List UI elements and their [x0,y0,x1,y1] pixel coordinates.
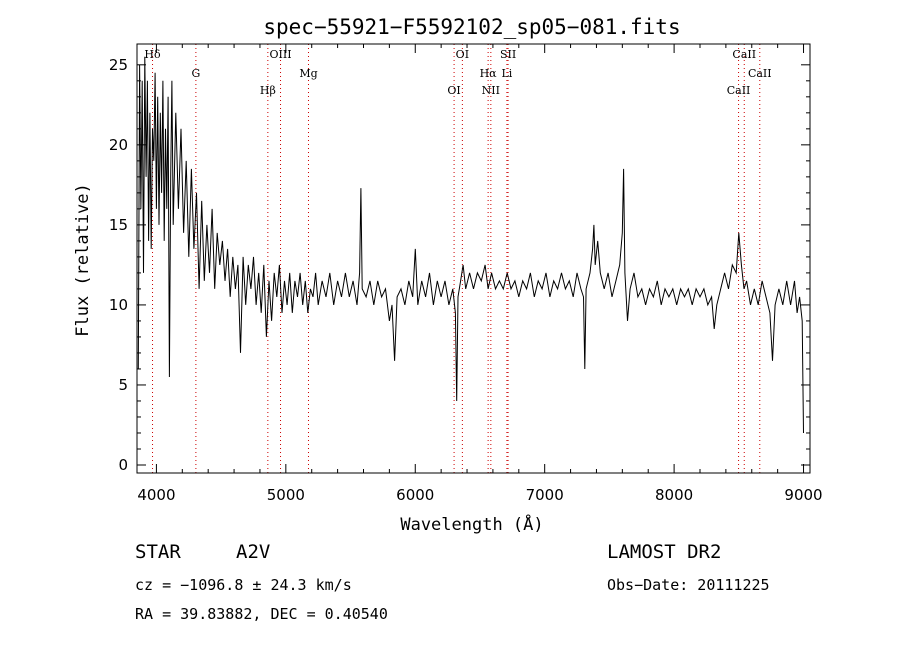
spectral-line-label: NII [482,84,500,97]
y-tick-label: 5 [118,376,128,394]
redshift-readout: cz = −1096.8 ± 24.3 km/s [135,576,352,594]
x-tick-label: 4000 [137,486,175,504]
object-subclass: A2V [236,541,271,563]
survey-name: LAMOST DR2 [607,541,722,563]
spectral-line-label: CaII [727,84,751,97]
spectral-line-label: CaII [732,48,756,61]
coordinates-readout: RA = 39.83882, DEC = 0.40540 [135,605,388,623]
spectral-line-label: Li [501,67,512,80]
x-tick-label: 5000 [267,486,305,504]
y-tick-label: 25 [109,56,128,74]
y-tick-label: 10 [109,296,128,314]
x-tick-label: 6000 [396,486,434,504]
spectral-line-label: CaII [748,67,772,80]
spectral-line-label: OI [456,48,469,61]
spectral-line-label: SII [500,48,516,61]
x-axis-label: Wavelength (Å) [400,513,543,535]
spectral-line-label: Hβ [260,84,276,97]
spectral-line-label: Mg [299,67,317,80]
y-tick-label: 0 [118,456,128,474]
x-tick-label: 7000 [526,486,564,504]
spectral-line-label: OIII [269,48,291,61]
y-axis-label: Flux (relative) [73,183,93,337]
axes: 4000 5000 6000 7000 8000 9000 0 5 10 15 20 25 [109,44,823,504]
observation-date: Obs−Date: 20111225 [607,576,770,594]
spectral-line-label: Hα [480,67,498,80]
line-labels: Hδ G Hβ OIII Mg OI OI Hα NII SII Li CaII CaII CaII [144,48,771,97]
y-tick-label: 20 [109,136,128,154]
chart-title: spec−55921−F5592102_sp05−081.fits [263,15,680,39]
plot-frame [136,43,811,474]
spectral-line-label: G [191,67,200,80]
y-tick-label: 15 [109,216,128,234]
flux-series [137,56,804,434]
spectral-line-label: OI [447,84,460,97]
flux-line [137,56,804,434]
object-class: STAR [135,541,181,563]
x-tick-label: 9000 [784,486,822,504]
spectral-line-label: Hδ [144,48,161,61]
x-tick-label: 8000 [655,486,693,504]
